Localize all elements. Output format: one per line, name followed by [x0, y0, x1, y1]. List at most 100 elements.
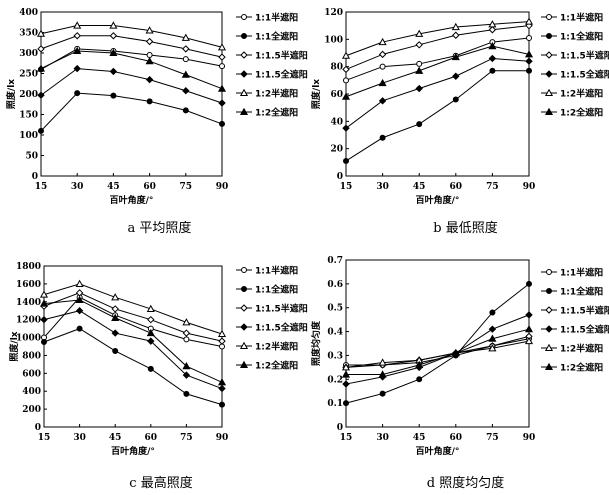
data-point: [217, 43, 227, 51]
y-tick-label: 20: [330, 145, 343, 155]
data-point: [378, 50, 387, 59]
data-point: [415, 84, 423, 93]
data-point: [75, 289, 84, 297]
data-point: [218, 99, 226, 107]
data-point: [526, 34, 532, 41]
y-tick-label: 0: [337, 172, 343, 182]
legend-marker: [239, 360, 249, 369]
data-point: [343, 400, 349, 407]
data-point: [488, 54, 497, 63]
legend-label: 1:1半遮阳: [255, 12, 298, 24]
x-axis-label: 百叶角度/°: [416, 445, 460, 457]
legend: 1:1半遮阳 1:1全遮阳 1:1.5半遮阳 1:1.5全遮阳 1:2半遮阳 1:2全遮阳: [541, 267, 609, 374]
series-4: [36, 21, 227, 51]
y-tick-label: 0.5: [327, 304, 343, 314]
data-point: [219, 120, 225, 127]
legend-label: 1:1.5全遮阳: [560, 324, 609, 336]
data-point: [526, 67, 532, 74]
series-5: [341, 41, 534, 100]
data-point: [73, 32, 81, 40]
x-tick-label: 90: [216, 433, 229, 443]
legend-label: 1:1全遮阳: [255, 284, 298, 296]
x-tick-label: 90: [523, 433, 536, 443]
data-point: [182, 371, 191, 379]
x-tick-label: 90: [523, 182, 536, 192]
data-point: [218, 53, 226, 61]
data-point: [146, 328, 155, 337]
data-point: [75, 295, 84, 304]
panel-caption: b 最低照度: [433, 220, 497, 236]
x-tick-label: 15: [35, 182, 48, 192]
series-2: [40, 289, 226, 345]
legend-label: 1:1.5半遮阳: [255, 303, 308, 315]
x-axis-label: 百叶角度/°: [111, 445, 155, 457]
y-tick-label: 0.7: [327, 256, 343, 266]
legend-label: 1:2全遮阳: [255, 360, 298, 372]
data-point: [74, 90, 81, 97]
data-point: [111, 293, 120, 301]
legend-marker: [546, 33, 552, 39]
y-tick-label: 40: [330, 117, 343, 127]
legend-label: 1:1全遮阳: [560, 31, 603, 43]
y-tick-label: 1600: [16, 280, 41, 290]
x-tick-label: 45: [413, 182, 426, 192]
chart-panel-c: 0 200 400 600 800 1000 1200 1400 1600 1800 15 30 45 6…: [8, 262, 308, 491]
x-tick-label: 15: [340, 433, 353, 443]
data-point: [147, 315, 155, 324]
data-point: [524, 50, 534, 58]
data-point: [415, 29, 424, 37]
data-point: [182, 107, 189, 114]
data-point: [416, 121, 423, 128]
legend-label: 1:1半遮阳: [560, 267, 603, 279]
data-point: [452, 72, 460, 80]
data-point: [415, 66, 424, 74]
legend-label: 1:1半遮阳: [560, 12, 603, 24]
data-point: [110, 92, 117, 99]
series-line: [43, 292, 223, 342]
data-point: [218, 337, 226, 345]
legend-marker: [546, 14, 552, 20]
series-line: [40, 92, 223, 132]
data-point: [182, 361, 191, 370]
data-point: [111, 305, 119, 313]
data-point: [181, 33, 190, 41]
y-tick-label: 0.3: [327, 351, 343, 361]
legend-marker: [545, 325, 553, 333]
series-line: [40, 50, 223, 90]
series-5: [39, 295, 227, 386]
x-tick-label: 15: [340, 182, 353, 192]
legend-label: 1:2半遮阳: [255, 88, 298, 100]
series-line: [43, 310, 223, 390]
x-tick-label: 30: [73, 433, 86, 443]
data-point: [182, 45, 190, 53]
data-point: [452, 31, 460, 39]
x-tick-label: 75: [486, 433, 499, 443]
data-point: [488, 41, 497, 50]
data-point: [40, 315, 48, 324]
x-tick-label: 45: [413, 433, 426, 443]
legend-marker: [544, 107, 554, 116]
data-point: [488, 334, 497, 342]
legend-marker: [239, 107, 249, 116]
series-line: [345, 314, 530, 385]
data-point: [217, 378, 227, 386]
data-point: [451, 348, 460, 357]
data-point: [379, 390, 386, 397]
panel-caption: a 平均照度: [128, 220, 192, 236]
data-point: [146, 52, 153, 59]
legend-marker: [241, 33, 247, 39]
data-point: [109, 32, 118, 40]
legend-marker: [240, 51, 248, 59]
data-point: [75, 307, 84, 315]
data-point: [379, 134, 386, 141]
data-point: [342, 380, 350, 388]
y-tick-label: 200: [22, 405, 41, 415]
y-tick-label: 0.6: [327, 280, 343, 290]
data-point: [217, 329, 227, 338]
y-tick-label: 1400: [16, 298, 41, 308]
x-tick-label: 45: [109, 433, 122, 443]
legend-marker: [240, 70, 248, 78]
data-point: [182, 318, 191, 326]
data-point: [341, 92, 351, 100]
y-tick-label: 0.4: [327, 328, 343, 338]
